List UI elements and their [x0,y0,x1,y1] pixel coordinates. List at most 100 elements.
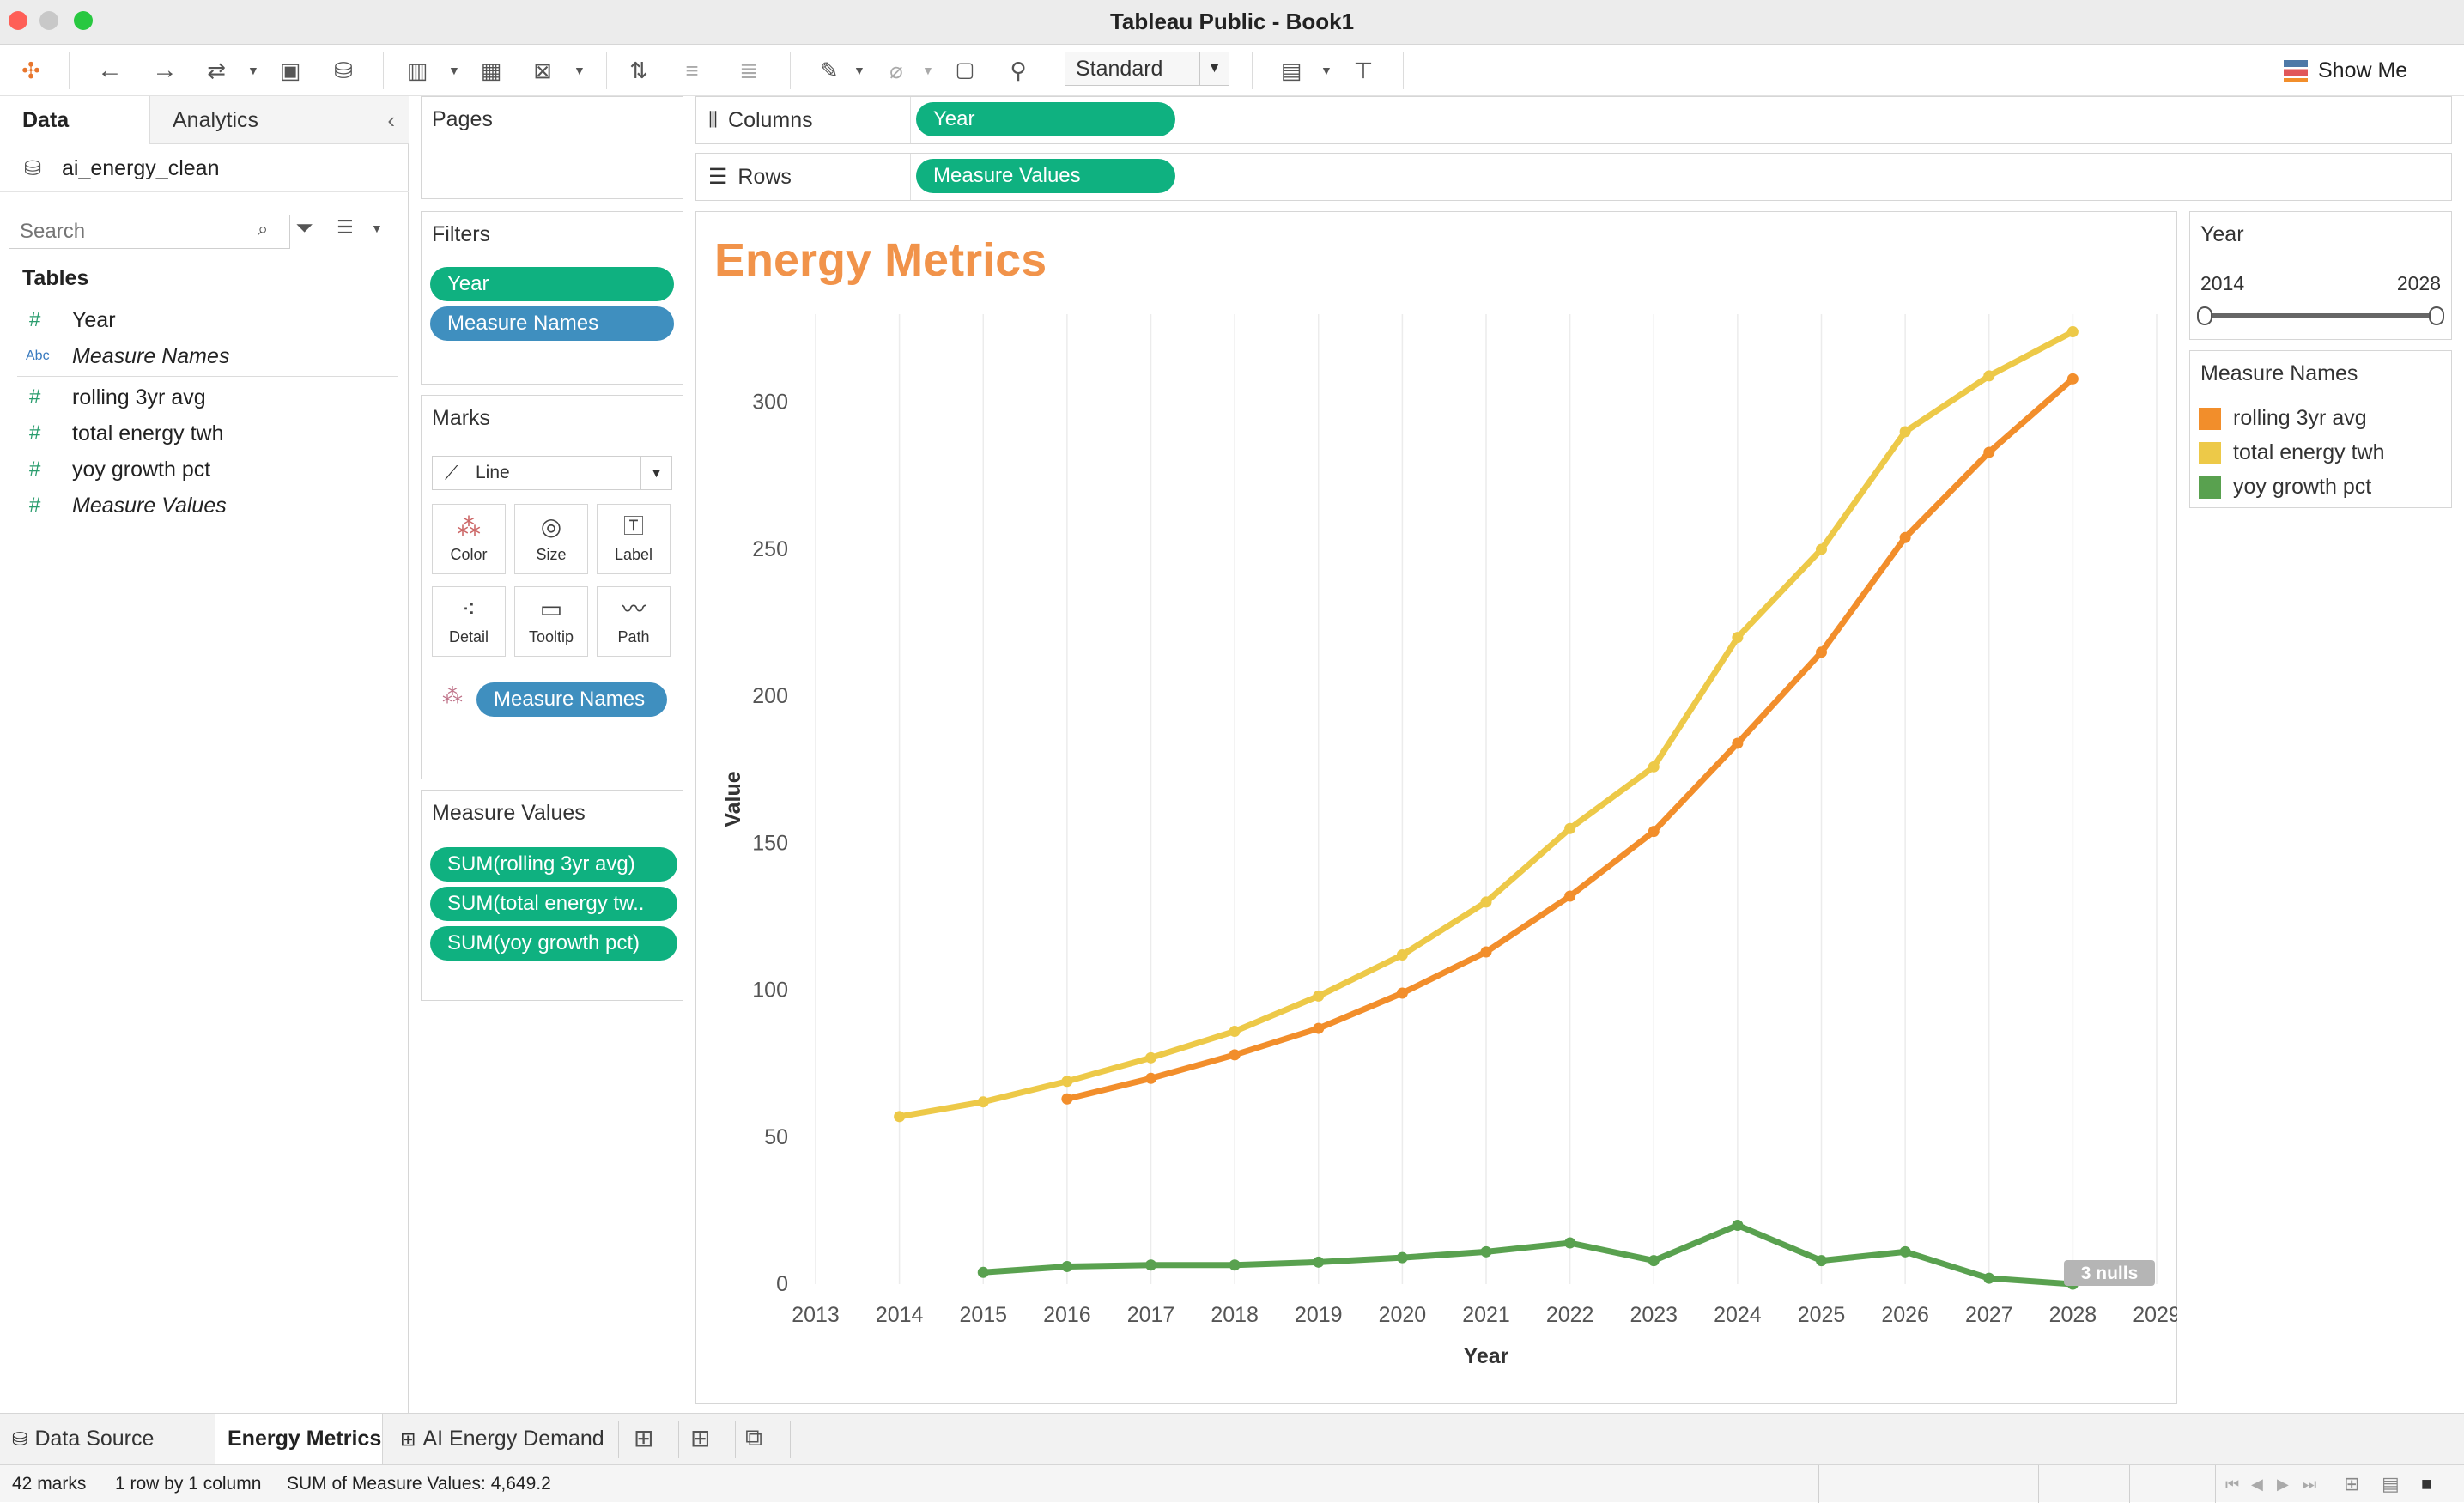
swap-rows-columns-icon[interactable]: ⇄ [207,58,226,83]
highlight-icon[interactable]: ✎ [820,58,839,83]
clear-sheet-icon[interactable]: ⊠ [533,58,552,83]
data-point-rolling-3yr-avg [1313,1022,1325,1034]
fit-select-value: Standard [1076,57,1163,81]
label-button[interactable]: 🅃 Label [597,504,671,574]
group-members-icon[interactable]: ⌀ [889,58,903,83]
year-range-slider[interactable] [2204,313,2437,318]
tableau-logo-icon[interactable]: ✣ [21,58,40,83]
fit-select[interactable]: Standard ▼ [1065,52,1229,86]
color-icon: ⁂ [457,513,481,540]
divider [2038,1465,2039,1503]
tooltip-button[interactable]: ▭ Tooltip [514,586,588,657]
divider [735,1421,736,1458]
detail-button[interactable]: ⁖ Detail [432,586,506,657]
view-list-icon[interactable]: ☰ [337,216,354,238]
sort-descending-icon[interactable]: ≣ [739,58,758,83]
save-icon[interactable]: ▣ [279,58,301,83]
color-button[interactable]: ⁂ Color [432,504,506,574]
last-sheet-icon[interactable]: ⏭ [2303,1476,2317,1493]
swap-icon[interactable]: ⇅ [629,58,648,83]
year-range-max-handle[interactable] [2429,306,2444,325]
chevron-down-icon[interactable]: ▼ [853,64,865,77]
presentation-mode-icon[interactable]: ⊤ [1353,58,1374,83]
tab-ai-energy-demand[interactable]: ⊞ AI Energy Demand [388,1414,615,1464]
columns-shelf[interactable]: ⦀ Columns Year [695,96,2452,144]
field-total-energy-twh[interactable]: # total energy twh [0,415,409,452]
chevron-down-icon[interactable]: ▼ [1320,64,1332,77]
maximize-window-button[interactable] [74,11,93,30]
field-year[interactable]: # Year [0,302,409,338]
new-datasource-icon[interactable]: ⛁ [334,58,353,83]
legend-swatch [2199,476,2221,499]
line-chart[interactable]: 2013 2014 2015 2016 2017 2018 2019 2020 2021 2022… [695,211,2177,1404]
field-yoy-growth-pct[interactable]: # yoy growth pct [0,452,409,488]
data-point-rolling-3yr-avg [1564,890,1576,902]
first-sheet-icon[interactable]: ⏮ [2225,1476,2240,1493]
datasource-row[interactable]: ⛁ ai_energy_clean [0,144,409,192]
color-pill-measure-names[interactable]: Measure Names [476,682,667,717]
measure-pill-rolling-3yr-avg[interactable]: SUM(rolling 3yr avg) [430,847,677,882]
filter-icon[interactable]: ⏷ [295,215,313,240]
size-button[interactable]: ◎ Size [514,504,588,574]
undo-icon[interactable]: ← [97,56,123,84]
status-bar: 42 marks 1 row by 1 column SUM of Measur… [0,1464,2464,1503]
rows-shelf[interactable]: ☰ Rows Measure Values [695,153,2452,201]
field-label: Measure Names [72,344,230,368]
field-rolling-3yr-avg[interactable]: # rolling 3yr avg [0,379,409,415]
tab-energy-metrics[interactable]: Energy Metrics [215,1414,383,1464]
pages-shelf[interactable]: Pages [421,96,683,199]
new-dashboard-icon[interactable]: ⊞ [690,1425,711,1451]
field-measure-names[interactable]: Abc Measure Names [0,338,409,374]
x-tick-label: 2018 [1211,1303,1259,1327]
sheet-sorter-icon[interactable]: ⊞ [2344,1473,2360,1494]
mark-type-select[interactable]: ⟋ Line ▼ [432,456,672,490]
search-input[interactable] [9,215,290,249]
path-button[interactable]: 〰 Path [597,586,671,657]
duplicate-sheet-icon[interactable]: ▦ [480,58,502,83]
pin-axes-icon[interactable]: ⚲ [1010,58,1027,83]
data-point-total-energy-twh [2066,326,2079,338]
filters-shelf[interactable]: Filters Year Measure Names [421,211,683,385]
collapse-pane-icon[interactable]: ‹ [387,107,395,133]
previous-sheet-icon[interactable]: ◀ [2251,1476,2263,1493]
show-me-button[interactable]: Show Me [2284,53,2407,88]
tab-data[interactable]: Data [22,108,70,132]
filter-pill-year[interactable]: Year [430,267,674,301]
color-encoding-icon: ⁂ [442,685,463,708]
columns-icon: ⦀ [708,108,719,132]
rows-pill-measure-values[interactable]: Measure Values [916,159,1175,193]
chevron-down-icon[interactable]: ▼ [448,64,460,77]
new-story-icon[interactable]: ⧉ [745,1424,762,1451]
tab-label: AI Energy Demand [422,1427,604,1451]
field-measure-values[interactable]: # Measure Values [0,488,409,524]
show-mark-labels-icon[interactable]: ▢ [955,58,975,82]
show-cards-icon[interactable]: ▤ [1280,58,1302,83]
new-worksheet-icon[interactable]: ▥ [406,58,428,83]
tab-data-source[interactable]: ⛁ Data Source [0,1414,215,1464]
rows-label-text: Rows [737,165,792,189]
chevron-down-icon[interactable]: ▼ [574,64,586,77]
chevron-down-icon[interactable]: ▼ [922,64,934,77]
next-sheet-icon[interactable]: ▶ [2277,1476,2289,1493]
measure-pill-total-energy-twh[interactable]: SUM(total energy tw.. [430,887,677,921]
y-tick-label: 150 [752,831,788,855]
tab-analytics[interactable]: Analytics ‹ [149,96,409,144]
close-window-button[interactable] [9,11,27,30]
worksheet-icon: ⊞ [400,1428,416,1450]
tooltip-icon: ▭ [539,596,563,622]
redo-icon[interactable]: → [152,56,178,84]
chevron-down-icon[interactable]: ▼ [247,64,259,77]
divider [17,376,398,377]
measure-pill-yoy-growth-pct[interactable]: SUM(yoy growth pct) [430,926,677,961]
marks-card: Marks ⟋ Line ▼ ⁂ Color ◎ Size 🅃 Label ⁖ Deta… [421,395,683,779]
filter-pill-measure-names[interactable]: Measure Names [430,306,674,341]
data-point-yoy-growth-pct [1564,1237,1576,1249]
new-worksheet-icon[interactable]: ⊞ [634,1425,654,1451]
chevron-down-icon[interactable]: ▼ [371,221,383,235]
tabs-view-icon[interactable]: ■ [2421,1473,2433,1494]
filmstrip-icon[interactable]: ▤ [2382,1473,2400,1494]
year-range-min-handle[interactable] [2197,306,2212,325]
sort-ascending-icon[interactable]: ≡ [685,58,699,83]
minimize-window-button[interactable] [39,11,58,30]
columns-pill-year[interactable]: Year [916,102,1175,136]
